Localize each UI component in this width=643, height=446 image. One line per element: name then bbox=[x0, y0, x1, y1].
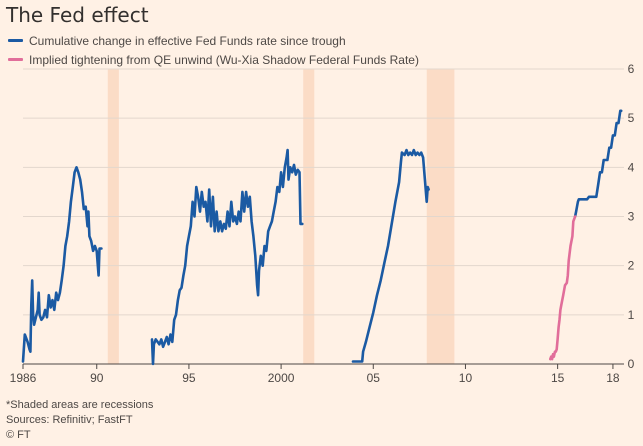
x-tick-label: 15 bbox=[551, 371, 565, 385]
copyright-note: © FT bbox=[6, 429, 31, 441]
chart-title: The Fed effect bbox=[6, 3, 149, 27]
x-tick-label: 10 bbox=[459, 371, 473, 385]
y-tick-label: 0 bbox=[628, 357, 635, 371]
x-tick-label: 2000 bbox=[268, 371, 295, 385]
x-tick-label: 90 bbox=[90, 371, 104, 385]
legend-swatch-qe-unwind bbox=[8, 58, 23, 61]
sources-note: Sources: Refinitiv; FastFT bbox=[6, 414, 133, 426]
chart-legend: Cumulative change in effective Fed Funds… bbox=[8, 31, 419, 69]
fed-funds-line bbox=[21, 166, 103, 363]
y-tick-label: 1 bbox=[628, 308, 635, 322]
legend-item-qe-unwind: Implied tightening from QE unwind (Wu-Xi… bbox=[8, 50, 419, 69]
fed-funds-line bbox=[150, 148, 304, 366]
legend-label-fed-funds: Cumulative change in effective Fed Funds… bbox=[29, 33, 346, 48]
legend-item-fed-funds: Cumulative change in effective Fed Funds… bbox=[8, 31, 419, 50]
y-tick-label: 6 bbox=[628, 62, 635, 76]
chart-notes: *Shaded areas are recessions Sources: Re… bbox=[6, 398, 153, 443]
x-tick-label: 18 bbox=[606, 371, 620, 385]
fed-funds-line bbox=[351, 148, 430, 363]
y-tick-label: 5 bbox=[628, 111, 635, 125]
x-tick-label: 05 bbox=[367, 371, 381, 385]
fed-funds-line bbox=[573, 109, 623, 218]
y-tick-label: 4 bbox=[628, 160, 635, 174]
x-tick-label: 1986 bbox=[10, 371, 37, 385]
legend-label-qe-unwind: Implied tightening from QE unwind (Wu-Xi… bbox=[29, 52, 419, 67]
qe-unwind-line bbox=[549, 215, 577, 361]
recession-note: *Shaded areas are recessions bbox=[6, 399, 154, 411]
legend-swatch-fed-funds bbox=[8, 39, 23, 42]
y-tick-label: 3 bbox=[628, 210, 635, 224]
x-tick-label: 95 bbox=[182, 371, 196, 385]
y-tick-label: 2 bbox=[628, 259, 635, 273]
